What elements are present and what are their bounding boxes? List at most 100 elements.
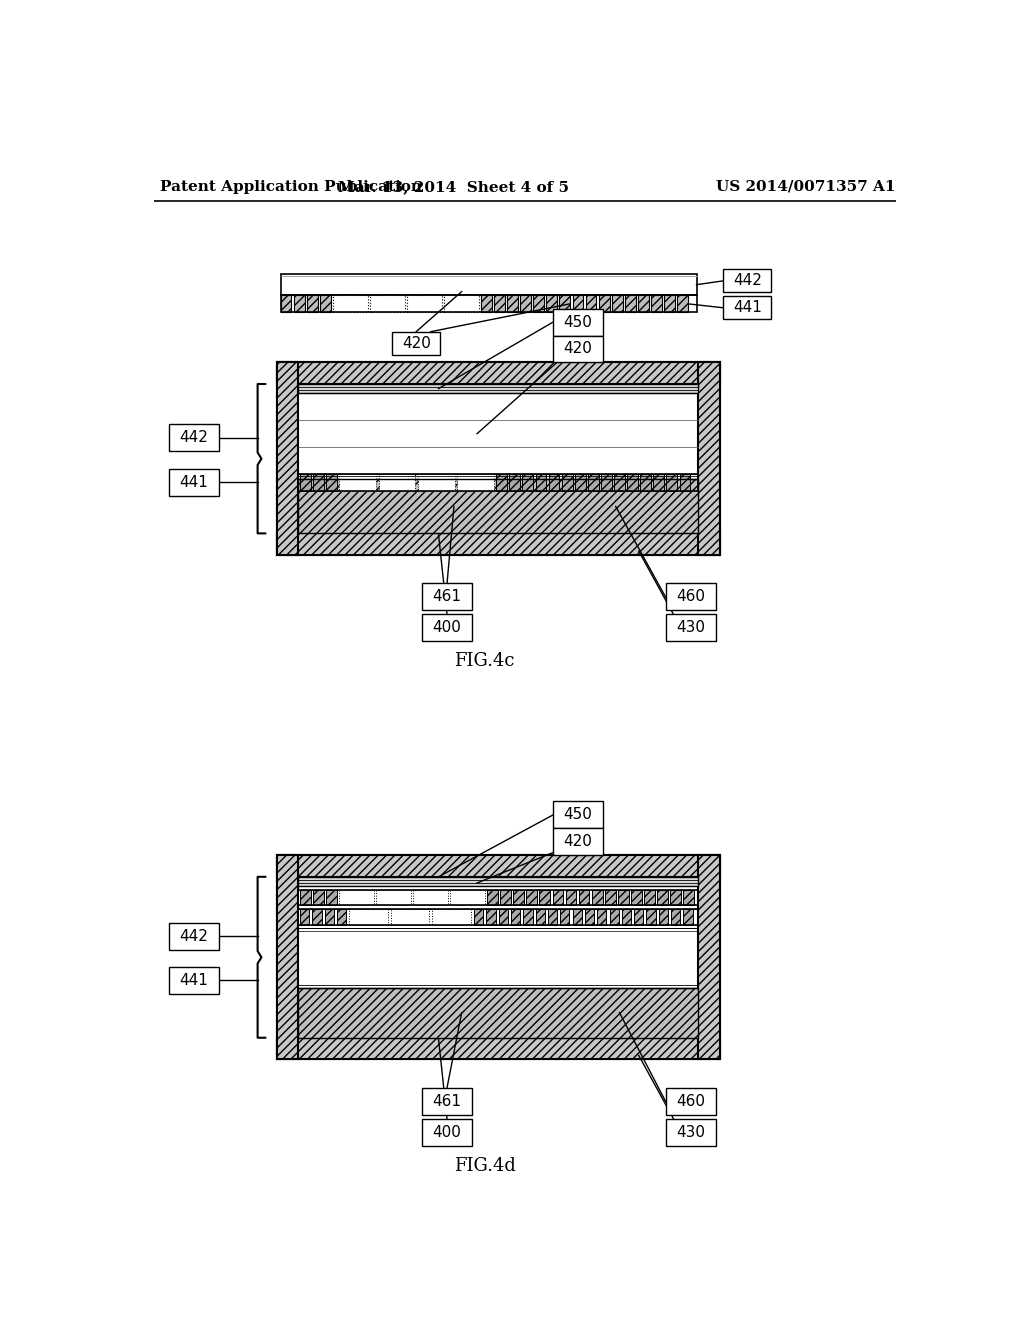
Bar <box>298 384 698 393</box>
Bar <box>169 469 219 496</box>
Bar <box>298 909 698 924</box>
Bar <box>666 1118 716 1146</box>
Bar <box>683 890 694 906</box>
Bar <box>281 296 292 313</box>
Bar <box>536 909 545 924</box>
Bar <box>614 474 625 491</box>
Bar <box>333 296 368 313</box>
Text: 460: 460 <box>676 1094 706 1109</box>
Bar <box>276 855 298 1059</box>
Bar <box>298 479 698 533</box>
Bar <box>724 269 771 293</box>
Bar <box>601 474 611 491</box>
Bar <box>547 296 557 313</box>
Bar <box>294 296 304 313</box>
Bar <box>276 533 720 554</box>
Bar <box>534 296 544 313</box>
Bar <box>553 335 602 363</box>
Bar <box>658 909 668 924</box>
Text: 441: 441 <box>179 973 209 989</box>
Text: US 2014/0071357 A1: US 2014/0071357 A1 <box>716 180 895 194</box>
Text: FIG.4d: FIG.4d <box>454 1156 516 1175</box>
Bar <box>646 909 655 924</box>
Bar <box>300 474 310 491</box>
Bar <box>597 909 606 924</box>
Bar <box>422 1088 472 1114</box>
Bar <box>444 296 478 313</box>
Bar <box>574 474 586 491</box>
Bar <box>337 909 346 924</box>
Bar <box>281 275 696 296</box>
Bar <box>553 801 602 829</box>
Text: 460: 460 <box>676 590 706 605</box>
Bar <box>579 890 590 906</box>
Text: 441: 441 <box>733 300 762 315</box>
Bar <box>326 474 337 491</box>
Bar <box>553 890 563 906</box>
Bar <box>540 890 550 906</box>
Bar <box>585 909 594 924</box>
Bar <box>592 890 602 906</box>
Bar <box>487 890 498 906</box>
Bar <box>526 890 538 906</box>
Bar <box>276 363 720 384</box>
Bar <box>572 909 582 924</box>
Text: 461: 461 <box>432 590 461 605</box>
Bar <box>609 909 618 924</box>
Bar <box>276 1038 720 1059</box>
Bar <box>407 296 441 313</box>
Bar <box>370 296 404 313</box>
Bar <box>666 614 716 642</box>
Text: 442: 442 <box>733 273 762 288</box>
Bar <box>523 909 532 924</box>
Text: 450: 450 <box>563 808 592 822</box>
Bar <box>671 909 680 924</box>
Bar <box>486 909 496 924</box>
Bar <box>276 855 720 876</box>
Bar <box>572 296 584 313</box>
Bar <box>169 424 219 451</box>
Bar <box>553 829 602 855</box>
Bar <box>553 309 602 335</box>
Bar <box>298 474 698 491</box>
Bar <box>500 890 511 906</box>
Bar <box>549 474 559 491</box>
Bar <box>276 363 720 554</box>
Bar <box>413 890 447 906</box>
Bar <box>536 474 547 491</box>
Bar <box>325 909 334 924</box>
Bar <box>666 583 716 610</box>
Bar <box>494 296 505 313</box>
Bar <box>298 876 698 886</box>
Bar <box>565 890 577 906</box>
Bar <box>391 909 429 924</box>
Bar <box>628 474 638 491</box>
Bar <box>520 296 531 313</box>
Text: 420: 420 <box>563 342 592 356</box>
Bar <box>644 890 655 906</box>
Bar <box>418 474 455 491</box>
Bar <box>313 474 324 491</box>
Bar <box>298 890 698 906</box>
Bar <box>599 296 609 313</box>
Bar <box>559 296 570 313</box>
Text: Patent Application Publication: Patent Application Publication <box>160 180 422 194</box>
Bar <box>665 296 675 313</box>
Bar <box>432 909 471 924</box>
Text: 420: 420 <box>401 335 431 351</box>
Bar <box>683 909 692 924</box>
Bar <box>169 923 219 949</box>
Text: 450: 450 <box>563 314 592 330</box>
Bar <box>622 909 631 924</box>
Bar <box>422 1118 472 1146</box>
Bar <box>634 909 643 924</box>
Bar <box>667 474 677 491</box>
Bar <box>507 296 518 313</box>
Text: 430: 430 <box>676 1125 706 1139</box>
Text: Mar. 13, 2014  Sheet 4 of 5: Mar. 13, 2014 Sheet 4 of 5 <box>339 180 569 194</box>
Bar <box>339 474 376 491</box>
Bar <box>300 890 310 906</box>
Text: 461: 461 <box>432 1094 461 1109</box>
Text: FIG.4c: FIG.4c <box>455 652 515 671</box>
Bar <box>326 890 337 906</box>
